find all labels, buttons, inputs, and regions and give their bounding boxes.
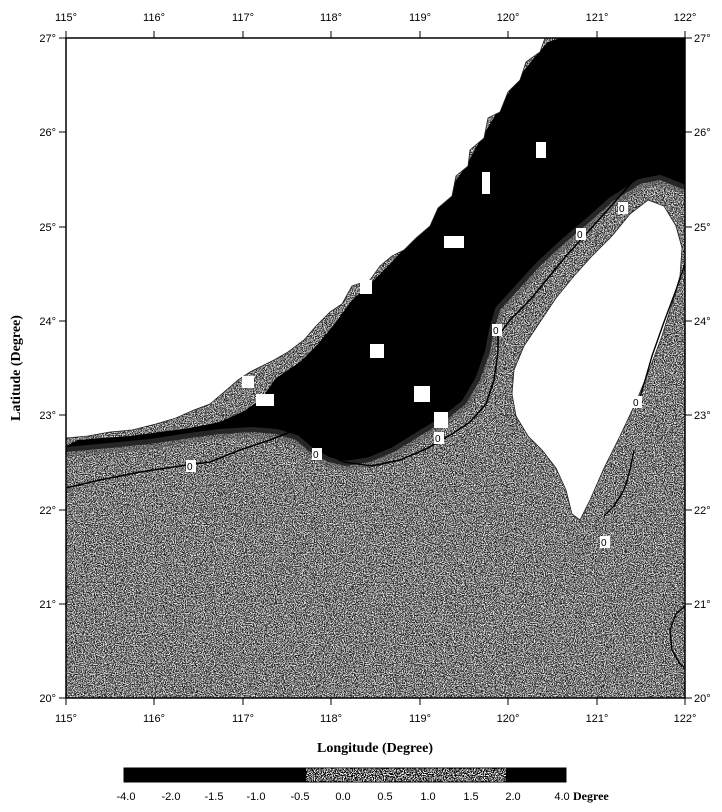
y-tick-label-left: 20° [39,693,56,705]
contour-label: 0 [313,450,319,461]
x-tick-label-top: 120° [497,12,520,24]
map-panel [66,38,685,698]
colorbar-label: 0.5 [377,791,392,803]
y-axis: 20° 21° 22° 23° 24° 25° 26° 27° 20° 21° … [9,33,711,705]
y-tick-label-right: 27° [694,33,711,45]
x-tick-label-bottom: 121° [586,713,609,725]
masked-box [360,280,372,294]
y-tick-label-right: 25° [694,222,711,234]
masked-box [536,142,546,158]
colorbar-dark-end [506,768,566,782]
y-tick-label-left: 21° [39,599,56,611]
x-tick-label-top: 116° [143,12,165,24]
x-tick-label-bottom: 122° [674,713,697,725]
colorbar-label: 2.0 [505,791,520,803]
map-frame [65,37,686,699]
y-tick-label-right: 24° [694,316,711,328]
x-axis: 115° 116° 117° 118° 119° 120° 121° 122° … [55,12,696,756]
masked-box [444,236,464,248]
masked-box [414,386,430,402]
contour-label: 0 [435,434,441,445]
colorbar-label: -0.5 [291,791,310,803]
x-tick-label-top: 121° [586,12,609,24]
y-tick-label-left: 22° [39,505,56,517]
colorbar-label: -1.5 [205,791,224,803]
x-tick-label-bottom: 120° [497,713,520,725]
contour-label: 0 [633,398,639,409]
x-tick-label-top: 117° [232,12,254,24]
x-tick-label-top: 115° [55,12,77,24]
x-tick-label-top: 119° [409,12,431,24]
x-tick-label-bottom: 116° [143,713,165,725]
y-axis-title: Latitude (Degree) [9,315,24,421]
masked-box [242,376,254,388]
y-tick-label-left: 23° [39,410,56,422]
y-tick-label-right: 21° [694,599,711,611]
colorbar-label: 1.5 [463,791,478,803]
y-tick-label-right: 23° [694,410,711,422]
zero-contour-line-taiwan [637,263,685,405]
x-tick-label-top: 118° [320,12,342,24]
y-tick-label-right: 26° [694,127,711,139]
cold-shelf-region [66,38,685,466]
masked-box [370,344,384,358]
zero-contour-line-south [603,449,635,517]
x-axis-title: Longitude (Degree) [317,741,433,756]
x-tick-label-bottom: 115° [55,713,77,725]
masked-box [256,394,274,406]
colorbar-label: -2.0 [162,791,181,803]
contour-labels: 0 0 0 0 0 0 0 0 [186,202,642,549]
y-tick-label-right: 20° [694,693,711,705]
masked-box [482,172,490,194]
contour-label: 0 [619,204,625,215]
colorbar-unit: Degree [573,789,609,803]
colorbar-label: -4.0 [117,791,136,803]
colorbar-dark-section [124,768,306,782]
colorbar-label: -1.0 [247,791,266,803]
x-tick-label-bottom: 119° [409,713,431,725]
colorbar-light-speckle [306,768,506,782]
colorbar-label: 0.0 [335,791,350,803]
colorbar-label: 4.0 [554,791,569,803]
zero-contour-line [66,175,635,489]
zero-contour-line-east [669,605,685,669]
x-tick-label-bottom: 118° [320,713,342,725]
y-tick-label-left: 24° [39,316,56,328]
y-tick-label-right: 22° [694,505,711,517]
colorbar: -4.0 -2.0 -1.5 -1.0 -0.5 0.0 0.5 1.0 1.5… [117,767,609,803]
colorbar-label: 1.0 [420,791,435,803]
masked-box [434,412,448,428]
x-tick-label-bottom: 117° [232,713,254,725]
colorbar-frame [123,767,567,783]
x-tick-label-top: 122° [674,12,697,24]
y-tick-label-left: 27° [39,33,56,45]
contour-label: 0 [493,326,499,337]
contour-label: 0 [187,462,193,473]
y-tick-label-left: 25° [39,222,56,234]
contour-label: 0 [601,538,607,549]
y-tick-label-left: 26° [39,127,56,139]
contour-label: 0 [577,230,583,241]
